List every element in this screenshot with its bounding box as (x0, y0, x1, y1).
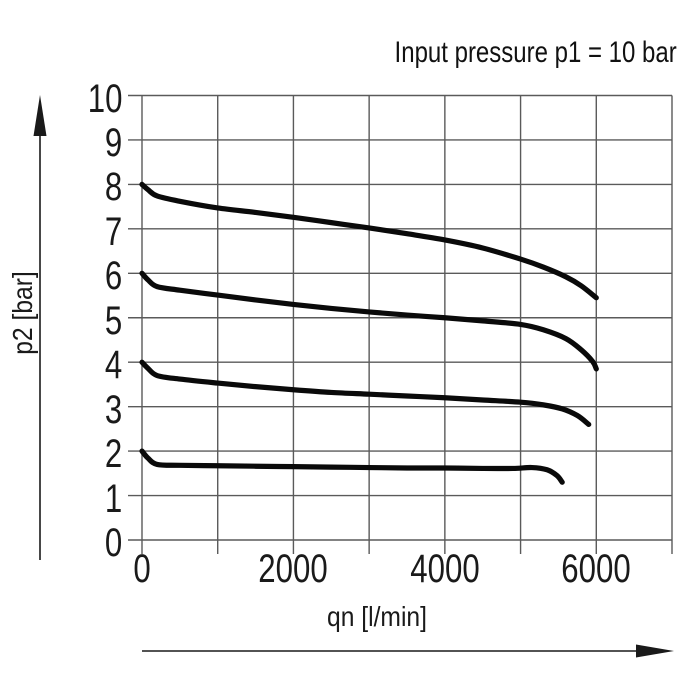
curve-3 (139, 359, 592, 428)
x-axis-arrowhead-icon (636, 644, 674, 658)
y-tick-label: 9 (104, 120, 122, 165)
y-axis-label: p2 [bar] (7, 271, 38, 355)
x-axis-label: qn [l/min] (327, 601, 427, 632)
y-tick-label: 8 (104, 165, 122, 210)
y-tick-label: 0 (104, 521, 122, 565)
y-tick-label: 5 (104, 298, 122, 343)
y-tick-label: 2 (104, 432, 122, 477)
y-tick-label: 6 (104, 254, 122, 299)
x-tick-label: 6000 (561, 547, 631, 591)
x-tick-label: 0 (133, 547, 151, 591)
chart-title: Input pressure p1 = 10 bar (394, 36, 677, 69)
y-tick-label: 10 (87, 76, 122, 121)
curve-1 (139, 181, 599, 301)
y-tick-label: 4 (104, 343, 122, 388)
curve-4 (139, 448, 565, 485)
y-tick-label: 3 (104, 387, 122, 432)
y-axis-arrowhead-icon (33, 95, 47, 136)
y-tick-label: 7 (104, 209, 122, 254)
curve-2 (139, 270, 599, 372)
y-tick-label: 1 (104, 476, 122, 521)
x-tick-label: 4000 (410, 547, 480, 591)
x-tick-label: 2000 (258, 547, 329, 591)
